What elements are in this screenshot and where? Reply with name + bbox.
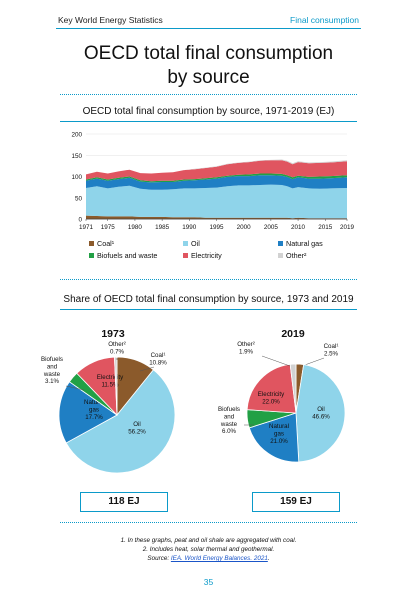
legend-swatch-electricity (183, 253, 188, 258)
pie-slice-electricity (246, 363, 297, 414)
pie-label-natural_gas: 21.0% (270, 438, 288, 445)
header-rule (56, 28, 361, 29)
pie-label-electricity: 22.0% (262, 398, 280, 405)
x-tick-label: 2015 (318, 224, 333, 231)
pie-label-electricity: 11.5% (101, 381, 119, 388)
pie-label-biofuels: Biofuels (41, 356, 63, 363)
legend-swatch-coal (89, 241, 94, 246)
x-tick-label: 1975 (101, 224, 116, 231)
pie-leader-line (261, 355, 291, 367)
pie-label-oil: Oil (317, 406, 325, 413)
y-tick-label: 0 (78, 217, 82, 224)
pie-slice-other (114, 356, 118, 416)
pie-label-natural_gas: Natural (84, 399, 104, 406)
pie-label-other: 0.7% (110, 348, 125, 355)
x-tick-label: 1990 (182, 224, 197, 231)
pie-slice-natural_gas (58, 381, 118, 444)
source-suffix: . (267, 555, 270, 562)
pie-title-1973: 1973 (101, 328, 125, 340)
footnote-2: 2. Includes heat, solar thermal and geot… (142, 546, 275, 553)
source-link[interactable]: IEA. World Energy Balances. 2021 (170, 555, 268, 562)
area-series-coal (86, 215, 347, 219)
footnotes: 1. In these graphs, peat and oil shale a… (0, 536, 417, 563)
x-tick-label: 2010 (291, 224, 306, 231)
pie-leader-line (139, 366, 155, 372)
pie-label-biofuels: 6.0% (222, 428, 237, 435)
y-tick-label: 100 (71, 174, 82, 181)
legend-label-natural_gas: Natural gas (286, 239, 323, 248)
total-2019-box: 159 EJ (252, 492, 340, 512)
area-title-rule (60, 121, 357, 122)
pie-label-natural_gas: 17.7% (85, 414, 103, 421)
pie-label-biofuels: 3.1% (45, 378, 60, 385)
pie-slice-natural_gas (248, 412, 300, 463)
x-tick-label: 2019 (340, 224, 355, 231)
pie-label-biofuels: waste (43, 371, 61, 378)
legend-label-biofuels: Biofuels and waste (97, 251, 157, 260)
pie-label-other: Other² (237, 341, 255, 348)
pie-label-coal: 2.5% (324, 350, 339, 357)
pie-label-biofuels: waste (220, 421, 238, 428)
pie-label-coal: Coal¹ (324, 343, 339, 350)
legend-label-electricity: Electricity (191, 251, 222, 260)
y-tick-label: 150 (71, 153, 82, 160)
running-header-title: Key World Energy Statistics (58, 15, 163, 25)
pie-label-coal: Coal¹ (151, 352, 166, 359)
pie-title-rule (60, 309, 357, 310)
page-title-line-1: OECD total final consumption (83, 43, 334, 64)
mid-dotted-rule (60, 279, 357, 280)
legend-swatch-natural_gas (278, 241, 283, 246)
area-chart-title: OECD total final consumption by source, … (82, 106, 335, 117)
running-header-section: Final consumption (290, 15, 359, 25)
pie-label-electricity: Electricity (258, 391, 285, 398)
legend-label-oil: Oil (191, 239, 200, 248)
pie-slice-oil (65, 369, 176, 474)
title-dotted-rule (60, 94, 357, 95)
x-tick-label: 1980 (128, 224, 143, 231)
page-title-line-2: by source (167, 67, 250, 88)
page-title: OECD total final consumption by source (0, 42, 417, 90)
pie-label-biofuels: and (47, 363, 58, 370)
pie-label-biofuels: and (224, 413, 235, 420)
area-series-natural_gas (86, 175, 347, 190)
x-tick-label: 1995 (209, 224, 224, 231)
pie-label-electricity: Electricity (97, 374, 124, 381)
y-tick-label: 50 (75, 195, 83, 202)
pie-label-natural_gas: gas (274, 430, 284, 437)
legend-label-other: Other² (286, 251, 307, 260)
legend-label-coal: Coal¹ (97, 239, 115, 248)
pie-label-coal: 10.8% (149, 359, 167, 366)
pie-leader-line (65, 385, 85, 391)
pie-label-other: 1.9% (239, 348, 254, 355)
pie-label-oil: Oil (133, 421, 141, 428)
x-tick-label: 1971 (79, 224, 94, 231)
pie-label-oil: 46.6% (312, 413, 330, 420)
pie-label-oil: 56.2% (128, 428, 146, 435)
footnote-1: 1. In these graphs, peat and oil shale a… (120, 537, 297, 544)
pie-label-natural_gas: Natural (269, 423, 289, 430)
legend-swatch-biofuels (89, 253, 94, 258)
area-series-electricity (86, 160, 347, 182)
pie-label-natural_gas: gas (89, 406, 99, 413)
pie-label-biofuels: Biofuels (218, 406, 240, 413)
notes-dotted-rule (60, 522, 357, 523)
pie-title-2019: 2019 (281, 328, 305, 340)
pie-label-other: Other² (108, 341, 126, 348)
total-1973-box: 118 EJ (80, 492, 168, 512)
legend-swatch-other (278, 253, 283, 258)
pie-section-title: Share of OECD total final consumption by… (63, 294, 354, 305)
source-line: Source: IEA. World Energy Balances. 2021… (0, 554, 417, 563)
area-series-oil (86, 184, 347, 219)
area-series-biofuels (86, 173, 347, 183)
legend-swatch-oil (183, 241, 188, 246)
x-tick-label: 2000 (237, 224, 252, 231)
y-tick-label: 200 (71, 132, 82, 139)
pie-slice-oil (295, 364, 346, 463)
source-prefix: Source: (147, 555, 171, 562)
x-tick-label: 2005 (264, 224, 279, 231)
page-number: 35 (203, 577, 214, 587)
x-tick-label: 1985 (155, 224, 170, 231)
pie-slice-other (289, 363, 297, 414)
